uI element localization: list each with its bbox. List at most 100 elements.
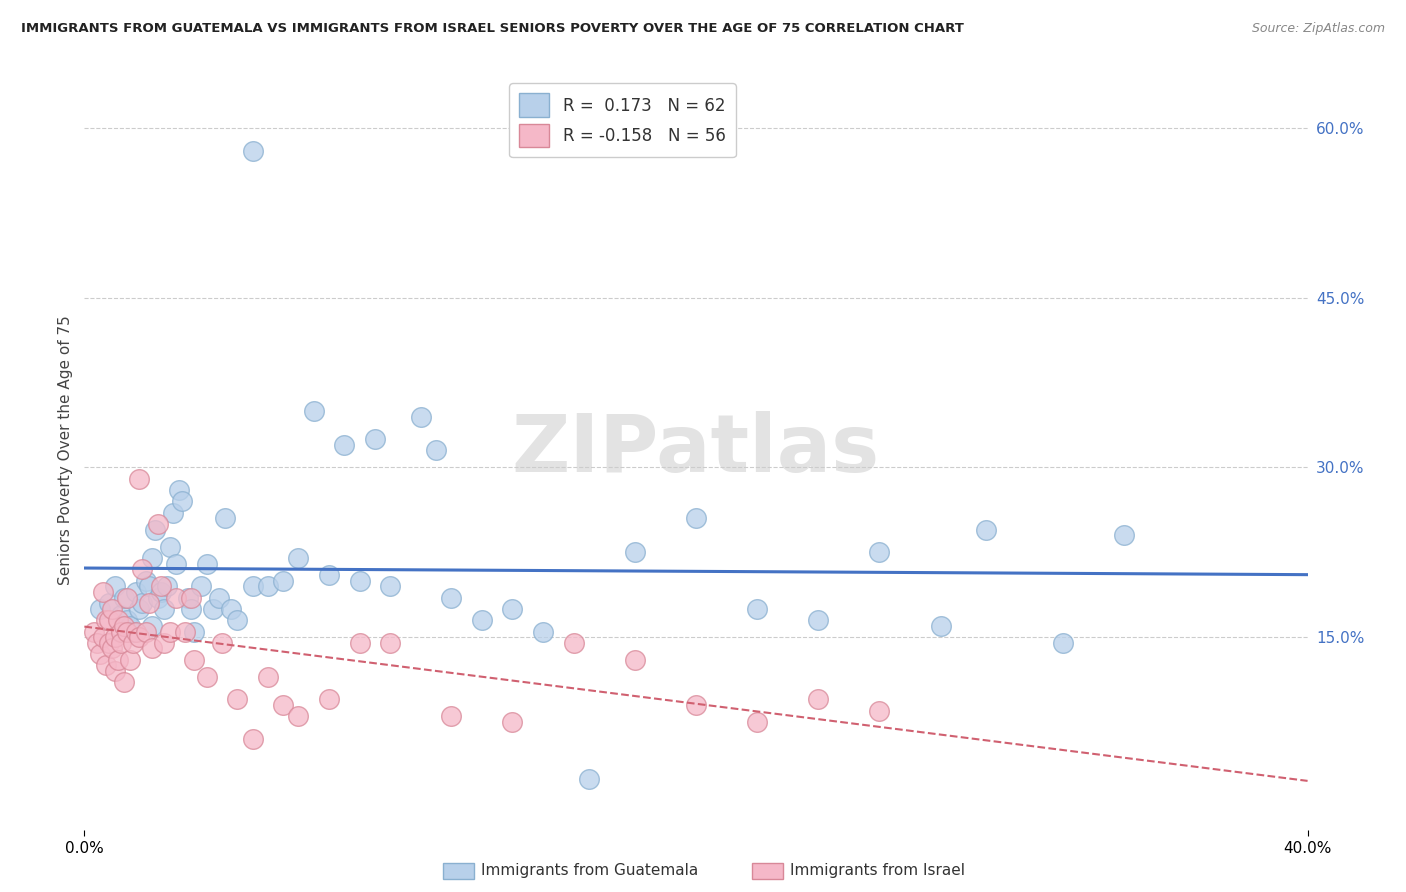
Legend: R =  0.173   N = 62, R = -0.158   N = 56: R = 0.173 N = 62, R = -0.158 N = 56 (509, 84, 735, 157)
Point (271, 574, 294, 588)
Point (201, 602, 224, 616)
Point (1052, 636, 1074, 650)
Point (115, 591, 138, 605)
Point (1114, 528, 1136, 542)
Point (685, 511, 707, 525)
Point (112, 591, 135, 605)
Point (101, 602, 124, 616)
Point (167, 483, 190, 497)
Point (183, 624, 205, 639)
Point (146, 591, 169, 605)
Point (89, 647, 111, 661)
Point (146, 516, 169, 531)
Point (135, 624, 157, 639)
Point (219, 602, 242, 616)
Point (120, 619, 142, 633)
Point (135, 574, 157, 588)
Point (287, 709, 309, 723)
Point (242, 144, 264, 158)
Point (562, 636, 585, 650)
Point (333, 438, 356, 452)
Point (128, 472, 150, 486)
Point (869, 704, 891, 718)
Point (349, 574, 371, 588)
Point (409, 409, 432, 424)
Point (153, 636, 176, 650)
Point (120, 653, 142, 667)
Point (128, 630, 150, 644)
Point (91, 630, 114, 644)
Point (104, 630, 127, 644)
Point (807, 613, 830, 627)
Point (747, 714, 769, 729)
Point (153, 602, 176, 616)
Point (180, 591, 202, 605)
Point (440, 591, 463, 605)
Point (172, 494, 194, 508)
Point (122, 624, 145, 639)
Point (156, 579, 179, 593)
Point (190, 579, 212, 593)
Text: Immigrants from Guatemala: Immigrants from Guatemala (481, 863, 699, 878)
Point (115, 624, 138, 639)
Point (131, 596, 153, 610)
Point (242, 579, 264, 593)
Point (183, 653, 205, 667)
Point (125, 624, 148, 639)
Point (624, 653, 647, 667)
Point (141, 641, 163, 656)
Point (159, 624, 181, 639)
Point (97, 613, 120, 627)
Point (143, 523, 166, 537)
Point (440, 709, 463, 723)
Point (425, 443, 447, 458)
Point (747, 602, 769, 616)
Point (159, 540, 181, 554)
Point (97, 636, 120, 650)
Point (91, 585, 114, 599)
Text: Immigrants from Israel: Immigrants from Israel (790, 863, 965, 878)
Point (104, 664, 127, 678)
Point (180, 602, 202, 616)
Point (242, 732, 264, 747)
Point (302, 404, 325, 418)
Point (502, 602, 524, 616)
Point (211, 636, 233, 650)
Point (110, 636, 132, 650)
Point (869, 545, 891, 559)
Text: ZIPatlas: ZIPatlas (512, 411, 880, 490)
Point (112, 675, 135, 690)
Point (287, 551, 309, 566)
Point (162, 506, 184, 520)
Point (94, 658, 117, 673)
Point (380, 579, 402, 593)
Point (86, 636, 108, 650)
Point (364, 432, 387, 446)
Text: Source: ZipAtlas.com: Source: ZipAtlas.com (1251, 22, 1385, 36)
Point (349, 636, 371, 650)
Point (624, 545, 647, 559)
Point (89, 602, 111, 616)
Point (138, 579, 160, 593)
Point (141, 551, 163, 566)
Point (138, 596, 160, 610)
Point (502, 714, 524, 729)
Point (101, 641, 124, 656)
Point (110, 624, 132, 639)
Point (226, 692, 249, 706)
Point (94, 613, 117, 627)
Point (976, 523, 998, 537)
Point (318, 568, 340, 582)
Point (214, 511, 236, 525)
Point (107, 613, 129, 627)
Point (471, 613, 494, 627)
Point (257, 670, 280, 684)
Point (112, 619, 135, 633)
Point (110, 607, 132, 622)
Point (115, 613, 138, 627)
Point (257, 579, 280, 593)
Point (929, 619, 952, 633)
Point (177, 591, 200, 605)
Point (208, 591, 231, 605)
Point (104, 579, 127, 593)
